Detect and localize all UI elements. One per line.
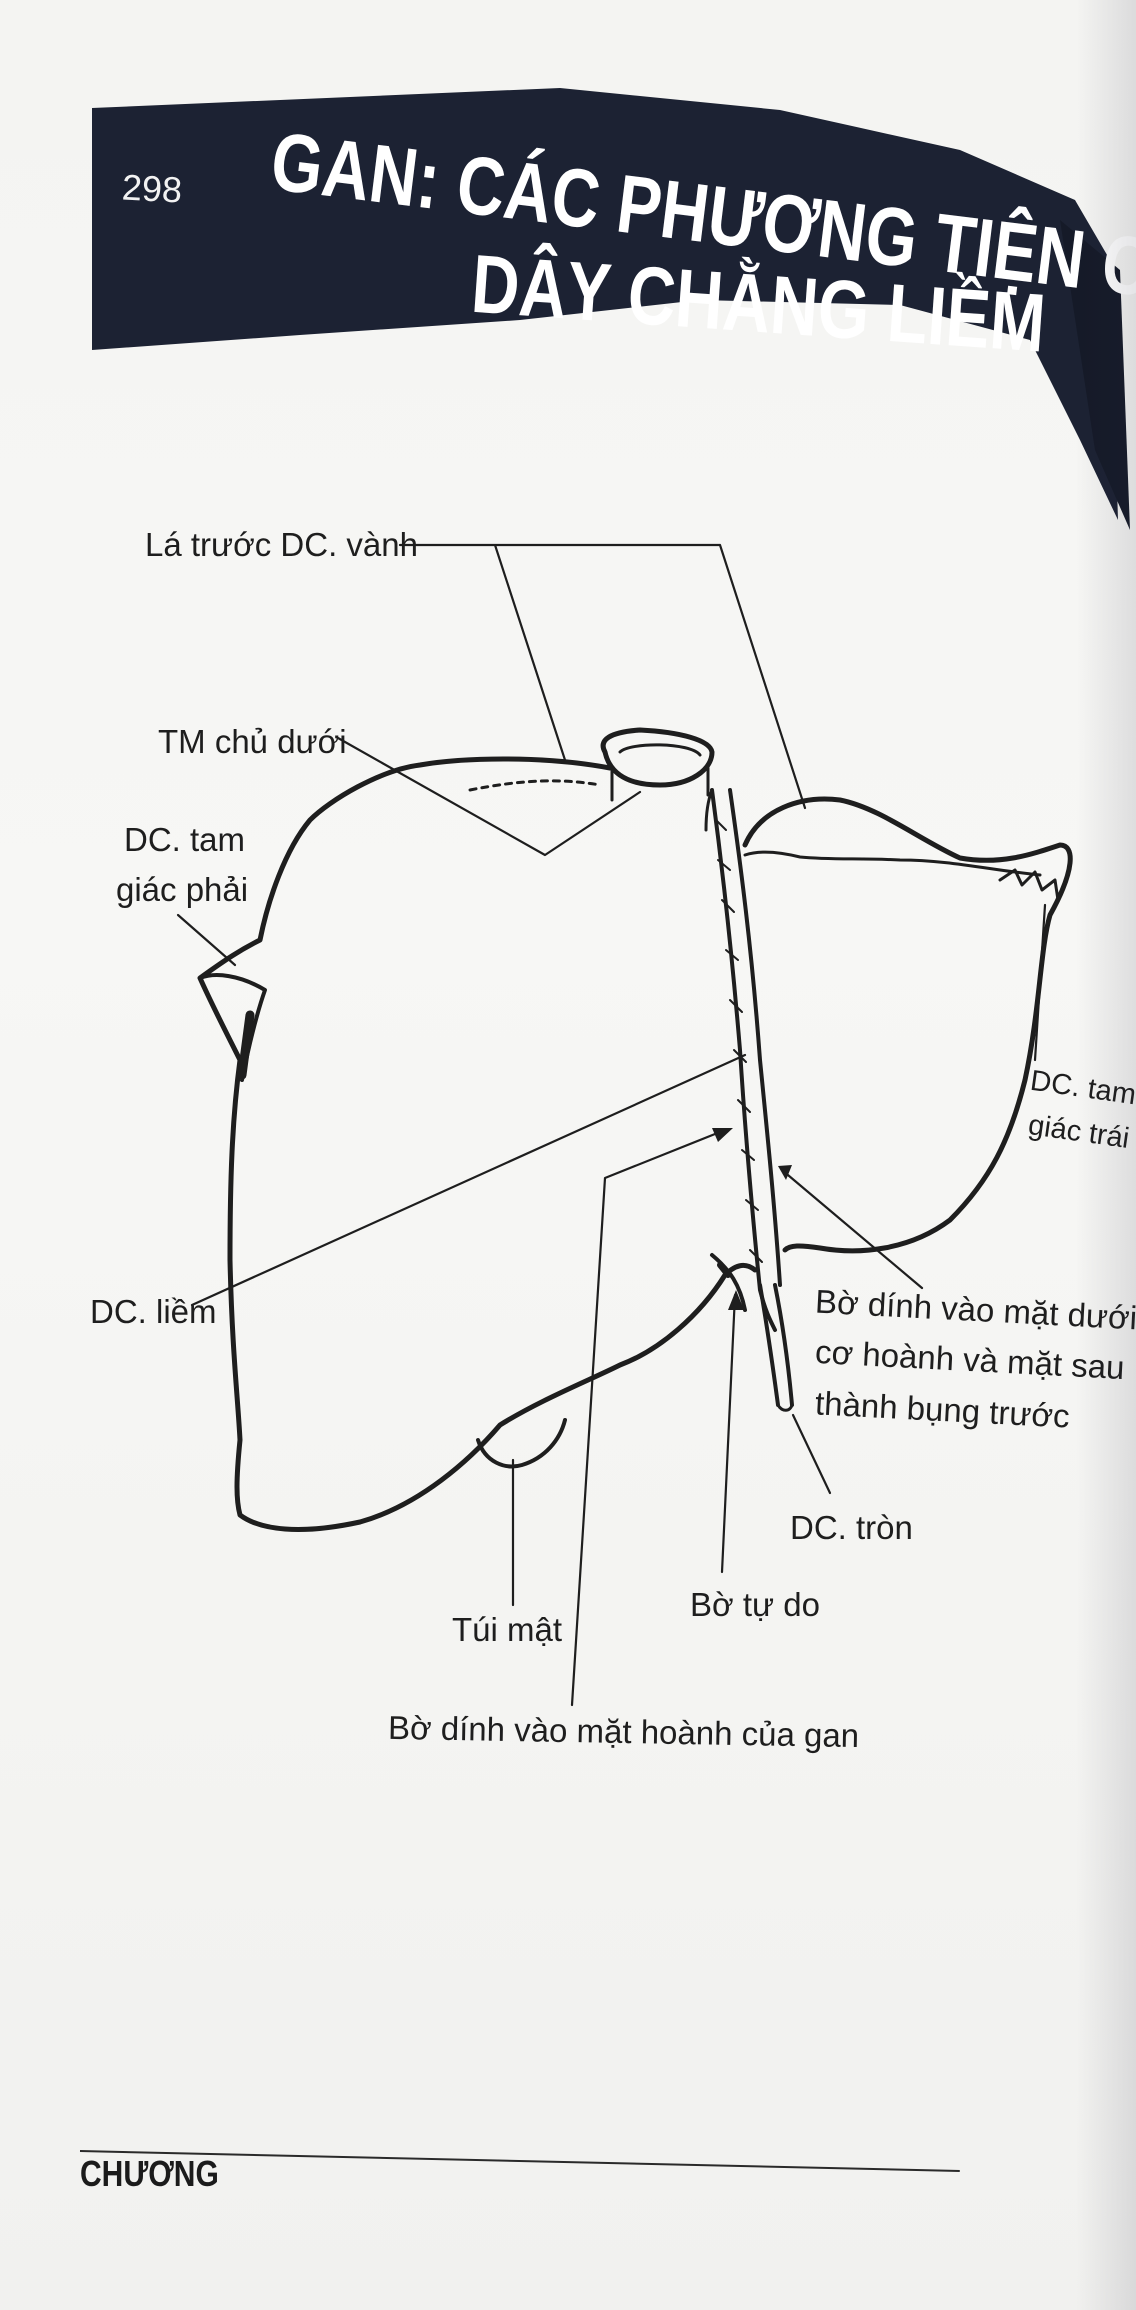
leader-bo-dinh-hoanh — [570, 1128, 727, 1707]
label-tui-mat: Túi mật — [452, 1611, 563, 1648]
header-band — [92, 88, 1130, 530]
leader-bo-tu-do — [720, 1293, 737, 1574]
leader-dc-tam-giac-trai — [1033, 903, 1047, 1062]
label-la-truoc-dc-vanh: Lá trước DC. vành — [145, 526, 418, 563]
leader-la-truoc-dc-vanh — [398, 543, 807, 810]
page-edge-shadow — [1076, 0, 1136, 2310]
label-bo-tu-do: Bờ tự do — [690, 1586, 820, 1623]
chapter-footer: CHƯƠNG — [80, 2154, 219, 2195]
leader-dc-liem — [190, 1053, 747, 1307]
label-dc-tron: DC. tròn — [790, 1509, 913, 1546]
label-dc-liem: DC. liềm — [90, 1293, 217, 1330]
round-ligament — [758, 1283, 794, 1407]
label-dc-tam-giac-phai-2: giác phải — [116, 871, 249, 908]
label-tm-chu-duoi: TM chủ dưới — [158, 723, 347, 760]
right-triangular-ligament — [198, 973, 267, 1082]
label-dc-tam-giac-phai-1: DC. tam — [124, 821, 246, 858]
gallbladder — [476, 1418, 567, 1469]
label-bo-dinh-hoanh: Bờ dính vào mặt hoành của gan — [387, 1708, 860, 1755]
arrowhead-bo-dinh-duoi — [778, 1165, 792, 1180]
right-lobe-outline — [197, 756, 758, 1532]
arrowhead-bo-tu-do — [728, 1290, 744, 1310]
leader-tm-chu-duoi — [336, 736, 642, 857]
ivc-opening — [600, 727, 715, 788]
left-lobe-outline — [742, 796, 1073, 1254]
leader-dc-tam-giac-phai — [176, 913, 237, 967]
arrowhead-bo-dinh-hoanh — [712, 1128, 733, 1142]
leader-bo-dinh-duoi — [780, 1168, 924, 1290]
leader-dc-tron — [791, 1413, 832, 1495]
left-triangular-ligament — [998, 868, 1060, 902]
